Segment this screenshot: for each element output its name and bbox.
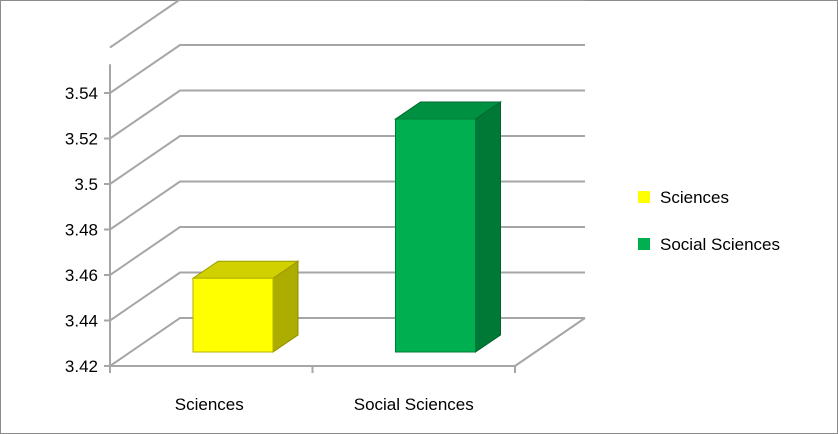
legend: Sciences Social Sciences — [638, 188, 780, 254]
gridline — [109, 226, 585, 276]
gridline — [109, 180, 585, 231]
legend-swatch — [638, 191, 650, 203]
y-tick-label: 3.48 — [65, 221, 98, 240]
floor-edge — [514, 317, 586, 367]
x-category-label: Sciences — [175, 395, 244, 414]
gridline — [109, 135, 585, 185]
gridline — [109, 271, 585, 322]
bar-side-face — [475, 101, 501, 353]
x-category-label: Social Sciences — [354, 395, 474, 414]
axes-layer — [104, 64, 586, 373]
gridline — [109, 89, 585, 140]
gridline — [109, 44, 585, 94]
legend-label: Sciences — [660, 188, 729, 207]
y-tick-label: 3.5 — [74, 175, 98, 194]
bar-front-face — [395, 118, 476, 353]
y-tick-label: 3.54 — [65, 84, 98, 103]
legend-swatch — [638, 238, 650, 250]
bars-layer — [191, 101, 503, 353]
legend-label: Social Sciences — [660, 235, 780, 254]
bar-sciences — [191, 260, 300, 353]
gridline — [109, 0, 585, 49]
bar-front-face — [192, 277, 274, 353]
x-category-labels: Sciences Social Sciences — [175, 395, 474, 414]
y-tick-label: 3.46 — [65, 266, 98, 285]
y-tick-labels: 3.42 3.44 3.46 3.48 3.5 3.52 3.54 — [65, 84, 98, 376]
y-tick-label: 3.52 — [65, 130, 98, 149]
bar-social-sciences — [393, 101, 503, 353]
y-tick-label: 3.44 — [65, 312, 98, 331]
grid-layer — [109, 0, 585, 367]
y-tick-label: 3.42 — [65, 357, 98, 376]
gridline — [109, 317, 585, 367]
